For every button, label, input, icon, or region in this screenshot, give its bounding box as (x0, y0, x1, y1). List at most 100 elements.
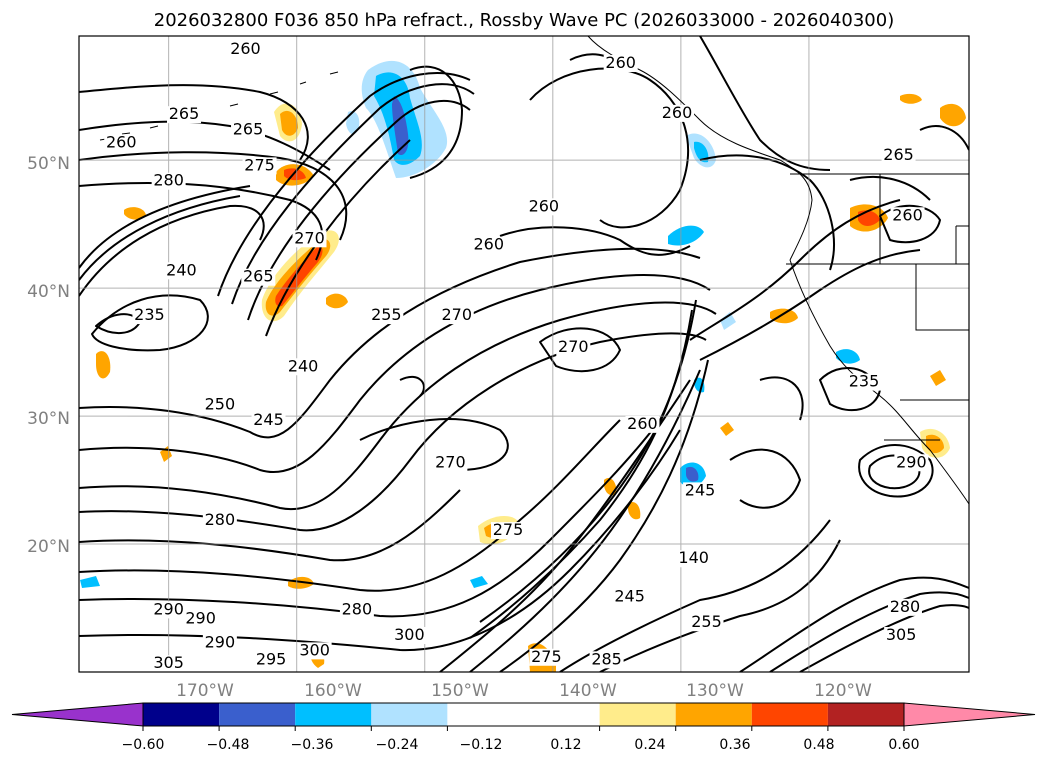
contour-label-bg (526, 198, 561, 216)
colorbar-extend-low (11, 702, 144, 727)
pos-anomaly-small-c (326, 293, 348, 309)
contour-label-bg (228, 40, 263, 58)
contour-label: 265 (169, 104, 200, 123)
contour-label-bg (890, 207, 925, 225)
pos-anomaly-west-1 (96, 351, 111, 379)
colorbar-segment (751, 703, 828, 726)
contour-label-bg (612, 588, 647, 606)
contour-line (729, 448, 801, 509)
contour-label-bg (241, 268, 276, 286)
contour-label-bg (231, 121, 266, 139)
contour-label-bg (254, 651, 289, 669)
contour-line (79, 419, 661, 618)
contour-label: 290 (185, 608, 216, 627)
colorbar-tick: −0.24 (376, 737, 419, 753)
contour-label-bg (104, 134, 139, 152)
contour-label: 245 (685, 480, 716, 499)
contour-label: 300 (299, 640, 330, 659)
neg-anomaly-baja (836, 349, 860, 364)
contour-label: 270 (294, 228, 325, 247)
contour-label-bg (151, 172, 186, 190)
contour-label-bg (894, 454, 929, 472)
west-coast (789, 259, 969, 505)
contour-label-bg (392, 627, 427, 645)
contour-label: 295 (256, 649, 287, 668)
lat-label-20: 20°N (27, 537, 70, 557)
contour-label: 260 (529, 196, 560, 215)
contour-label: 245 (253, 410, 284, 429)
colorbar-tick: −0.48 (207, 737, 250, 753)
contour-label: 265 (883, 145, 914, 164)
contour-label: 255 (691, 612, 722, 631)
lat-label-30: 30°N (27, 409, 70, 429)
contour-line (499, 226, 691, 256)
contour-label-bg (297, 642, 332, 660)
contour-line (91, 294, 209, 352)
contour-line (879, 204, 941, 244)
contour-line (689, 199, 901, 341)
contour-line (699, 249, 921, 361)
contour-label: 240 (288, 356, 319, 375)
neg-anomaly-small-4 (470, 576, 488, 588)
contour-label-bg (202, 396, 237, 414)
contour-label: 235 (134, 305, 165, 324)
lon-label-150w: 150°W (431, 681, 489, 701)
contour-line (559, 519, 831, 672)
longitude-labels: 170°W 160°W 150°W 140°W 130°W 120°W (176, 681, 872, 701)
contour-line (79, 84, 309, 161)
contour-label-bg (439, 307, 474, 325)
contour-line (499, 359, 709, 672)
colorbar-segment (827, 703, 904, 726)
contour-line (79, 204, 265, 297)
pos-anomaly-offshore-2 (770, 308, 798, 324)
neg-anomaly-subtropic-core (686, 466, 699, 482)
colorbar-segment (447, 703, 600, 726)
colorbar (11, 702, 1036, 731)
contour-line (231, 83, 475, 305)
contour-label: 265 (243, 267, 274, 286)
colorbar-tick: 0.48 (803, 737, 834, 753)
contour-label-bg (887, 598, 922, 616)
colorbar-tick: −0.12 (460, 737, 503, 753)
contour-label-bg (151, 601, 186, 619)
map-panel: 260 265 265 260 275 280 270 265 240 235 255 240 250 2… (79, 36, 969, 672)
neg-anomaly-small-5 (720, 312, 736, 330)
contour-label-bg (151, 655, 186, 672)
contour-label-bg (490, 522, 525, 540)
contour-label: 260 (892, 205, 923, 224)
contour-labels: 260 265 265 260 275 280 270 265 240 235 255 240 250 2… (104, 39, 929, 672)
contour-line (79, 247, 701, 439)
contour-line (79, 185, 251, 269)
refractivity-contours (79, 36, 969, 672)
contour-label-bg (471, 236, 506, 254)
contour-label: 270 (558, 337, 589, 356)
contour-label-bg (339, 601, 374, 619)
contour-label-bg (589, 651, 624, 669)
contour-line (79, 181, 324, 261)
colorbar-segment (675, 703, 752, 726)
contour-label-bg (183, 610, 218, 628)
colorbar-extend-high (903, 702, 1036, 727)
contour-line (479, 299, 697, 623)
contour-label-bg (242, 157, 277, 175)
contour-label-bg (167, 106, 202, 124)
latitude-labels: 50°N 40°N 30°N 20°N (27, 154, 70, 557)
contour-label: 290 (153, 599, 184, 618)
pos-anomaly-small-f (720, 422, 734, 436)
map-frame (78, 35, 970, 673)
pos-anomaly-west-2 (124, 207, 146, 220)
lon-label-170w: 170°W (176, 681, 234, 701)
contour-label: 280 (205, 510, 236, 529)
contour-label: 260 (474, 235, 505, 254)
lon-label-140w: 140°W (559, 681, 617, 701)
contour-label-bg (132, 307, 167, 325)
lat-label-40: 40°N (27, 282, 70, 302)
contour-label-bg (689, 614, 724, 632)
lat-label-50: 50°N (27, 154, 70, 174)
colorbar-tick: −0.36 (291, 737, 334, 753)
contour-line (759, 376, 804, 421)
contour-line (858, 444, 934, 498)
contour-line (399, 375, 425, 397)
contour-line (79, 195, 241, 281)
contour-label-bg (251, 412, 286, 430)
